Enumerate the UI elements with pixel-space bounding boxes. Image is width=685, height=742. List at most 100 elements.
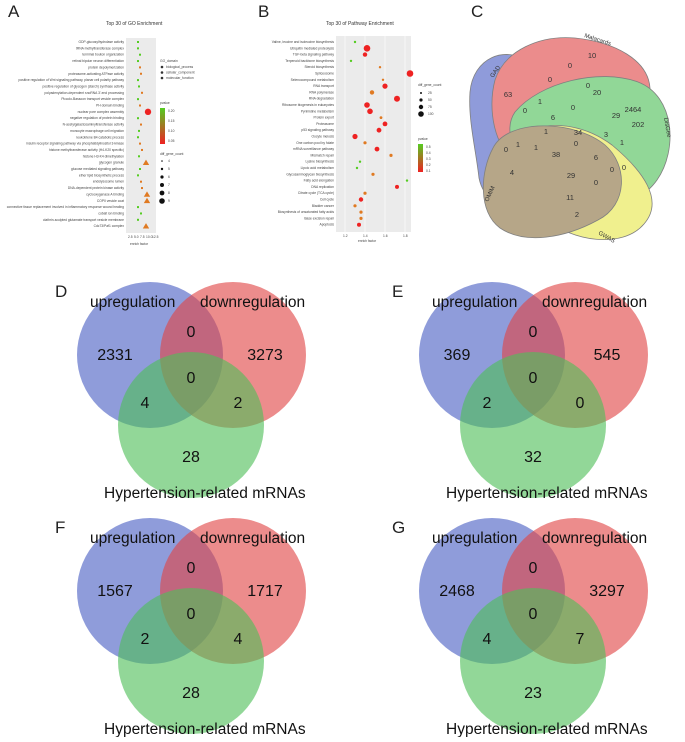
pathway-dot	[349, 59, 353, 63]
panel-a-domain-title: GO_domain	[160, 59, 178, 63]
go-dot	[137, 117, 139, 120]
venn-region-count: 4	[234, 631, 243, 648]
venn5-region-count: 0	[586, 81, 590, 90]
pathway-dot	[378, 66, 382, 69]
go-domain-key	[160, 71, 164, 74]
venn5-region-count: 10	[588, 51, 596, 60]
panel-a-pvalue-colorbar	[160, 108, 165, 144]
panel-b-pvalue-ticks: 0.5 0.4 0.3 0.2 0.1	[426, 145, 431, 173]
venn-label-hypertension: Hypertension-related mRNAs	[446, 721, 648, 737]
venn-region-count: 0	[187, 370, 196, 387]
venn-region-count: 369	[444, 347, 471, 364]
pathway-count-key	[420, 92, 422, 94]
go-term-label: protein depolymerization	[88, 65, 124, 69]
go-domain-label: molecular_function	[166, 76, 194, 80]
go-dot	[144, 108, 152, 116]
pathway-term-label: mRNA surveillance pathway	[293, 147, 334, 151]
venn-region-count: 28	[182, 685, 200, 702]
venn5-region-count: 0	[594, 178, 598, 187]
go-dot	[139, 104, 141, 107]
panel-letter-d: D	[55, 282, 67, 301]
pathway-pvalue-tick: 0.1	[426, 169, 431, 173]
go-dot	[142, 159, 150, 166]
pathway-dot	[379, 116, 383, 119]
go-pvalue-tick: 0.20	[168, 109, 175, 113]
pathway-dot	[358, 197, 364, 202]
venn-circle-hypertension	[460, 588, 606, 734]
pathway-term-label: RNA degradation	[309, 97, 334, 101]
go-count-key	[160, 167, 164, 171]
go-term-label: histone methyltransferase activity (H4-K…	[49, 148, 124, 152]
pathway-term-label: Steroid biosynthesis	[304, 65, 334, 69]
pathway-count-key	[418, 111, 424, 117]
venn-region-count: 0	[187, 324, 196, 341]
pathway-term-label: RNA polymerase	[309, 90, 334, 94]
panel-letter-g: G	[392, 518, 405, 537]
go-term-label: proteasome-activating ATPase activity	[68, 72, 124, 76]
venn-label-upregulation: upregulation	[90, 530, 175, 547]
pathway-term-label: Protein export	[313, 116, 334, 120]
panel-a-domain-legend: biological_process cellular_componentmole…	[160, 65, 195, 80]
venn5-set-omim	[482, 125, 622, 239]
panel-b-count-title: diff_gene_count	[418, 83, 441, 87]
venn-region-count: 1717	[247, 583, 283, 600]
go-dot	[138, 129, 140, 132]
pathway-dot	[374, 146, 380, 152]
go-dot	[137, 218, 139, 221]
go-term-label: tRNA methyltransferase complex	[76, 46, 124, 50]
go-term-label: DNA-dependent protein kinase activity	[68, 186, 124, 190]
venn5-region-count: 6	[594, 153, 598, 162]
panel-b-term-labels: Valine, leucine and isoleucine biosynthe…	[272, 40, 335, 227]
go-term-label: negative regulation of protein binding	[70, 116, 124, 120]
venn-label-hypertension: Hypertension-related mRNAs	[104, 485, 306, 502]
go-count-label: 7	[168, 183, 170, 187]
pathway-dot	[363, 191, 367, 195]
go-term-label: retinal bipolar neuron differentiation	[72, 59, 124, 63]
go-domain-key	[160, 76, 164, 80]
go-x-tick: 5.0	[134, 235, 139, 239]
pathway-dot	[369, 90, 375, 95]
venn5-region-count: 0	[571, 103, 575, 112]
venn-label-downregulation: downregulation	[200, 530, 305, 547]
pathway-dot	[353, 204, 357, 208]
panel-letter-f: F	[55, 518, 65, 537]
go-term-label: N-acetylgalactosaminyltransferase activi…	[63, 123, 125, 127]
panel-a-x-ticks: 2.5 5.0 7.5 10.0 12.5	[128, 235, 159, 239]
venn5-region-count: 2	[575, 210, 579, 219]
pathway-dot	[362, 52, 368, 57]
go-count-label: 5	[168, 167, 170, 171]
venn-region-count: 0	[576, 395, 585, 412]
go-term-label: terminal bouton organization	[82, 53, 124, 57]
venn-label-downregulation: downregulation	[542, 294, 647, 311]
go-x-tick: 12.5	[152, 235, 159, 239]
venn-region-count: 4	[141, 395, 150, 412]
panel-letter-a: A	[8, 2, 20, 21]
pathway-term-label: Selenocompound metabolism	[291, 78, 335, 82]
go-count-key	[159, 190, 165, 196]
pathway-term-label: Ubiquitin mediated proteolysis	[290, 46, 334, 50]
panel-a-pvalue-title: pvalue	[160, 101, 170, 105]
go-count-label: 4	[168, 159, 170, 163]
pathway-term-label: Pyrimidine metabolism	[301, 109, 334, 113]
pathway-term-label: Bladder cancer	[312, 204, 335, 208]
venn5-region-count: 11	[566, 193, 574, 202]
go-term-label: glucose mediated signaling pathway	[71, 167, 124, 171]
panel-b-plot-area	[336, 36, 411, 232]
panel-b-x-ticks: 1.2 1.4 1.6 1.8	[343, 234, 408, 238]
go-term-label: connective tissue replacement involved i…	[7, 205, 124, 209]
venn-label-upregulation: upregulation	[432, 530, 517, 547]
go-dot	[137, 174, 139, 177]
pathway-count-key	[418, 104, 424, 110]
venn5-region-count: 20	[593, 88, 601, 97]
go-dot	[143, 197, 151, 204]
pathway-term-label: Biosynthesis of unsaturated fatty acids	[278, 210, 335, 214]
panel-b-count-legend: 25 50 75 100	[418, 91, 434, 117]
venn-region-count: 0	[529, 324, 538, 341]
pathway-dot	[359, 210, 363, 214]
pathway-dot	[405, 179, 409, 182]
go-pvalue-tick: 0.05	[168, 139, 175, 143]
go-term-label: cyclooxygenase A binding	[86, 192, 124, 196]
panel-letter-e: E	[392, 282, 403, 301]
venn-circle-hypertension	[460, 352, 606, 498]
venn-label-downregulation: downregulation	[542, 530, 647, 547]
